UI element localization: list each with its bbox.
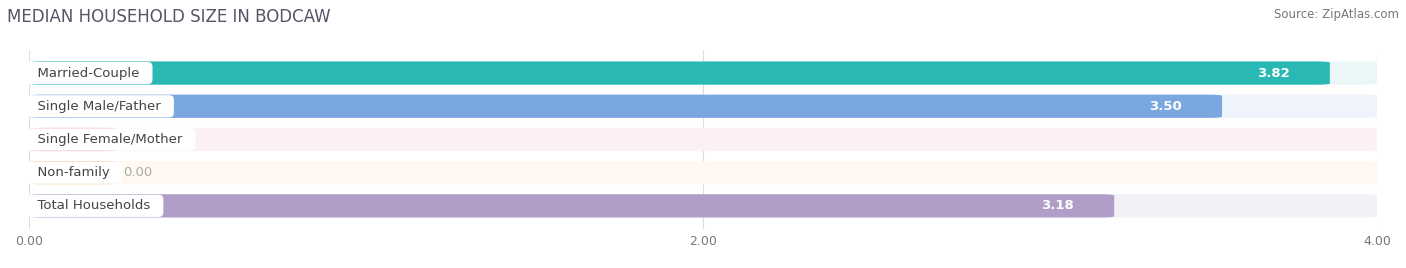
- FancyBboxPatch shape: [30, 61, 1376, 85]
- Text: Single Male/Father: Single Male/Father: [30, 100, 169, 113]
- Text: Source: ZipAtlas.com: Source: ZipAtlas.com: [1274, 8, 1399, 21]
- Text: 3.50: 3.50: [1149, 100, 1181, 113]
- FancyBboxPatch shape: [30, 95, 1222, 118]
- Text: 0.00: 0.00: [124, 166, 153, 179]
- FancyBboxPatch shape: [30, 161, 1376, 184]
- Text: 3.18: 3.18: [1040, 199, 1074, 212]
- FancyBboxPatch shape: [30, 95, 1376, 118]
- FancyBboxPatch shape: [30, 128, 1376, 151]
- Text: Non-family: Non-family: [30, 166, 118, 179]
- Text: 3.82: 3.82: [1257, 66, 1289, 80]
- FancyBboxPatch shape: [30, 194, 1114, 217]
- FancyBboxPatch shape: [30, 61, 1330, 85]
- Text: Single Female/Mother: Single Female/Mother: [30, 133, 191, 146]
- Text: Married-Couple: Married-Couple: [30, 66, 148, 80]
- Text: 0.00: 0.00: [124, 133, 153, 146]
- Text: MEDIAN HOUSEHOLD SIZE IN BODCAW: MEDIAN HOUSEHOLD SIZE IN BODCAW: [7, 8, 330, 26]
- FancyBboxPatch shape: [30, 161, 117, 184]
- FancyBboxPatch shape: [30, 128, 117, 151]
- Text: Total Households: Total Households: [30, 199, 159, 212]
- FancyBboxPatch shape: [30, 194, 1376, 217]
